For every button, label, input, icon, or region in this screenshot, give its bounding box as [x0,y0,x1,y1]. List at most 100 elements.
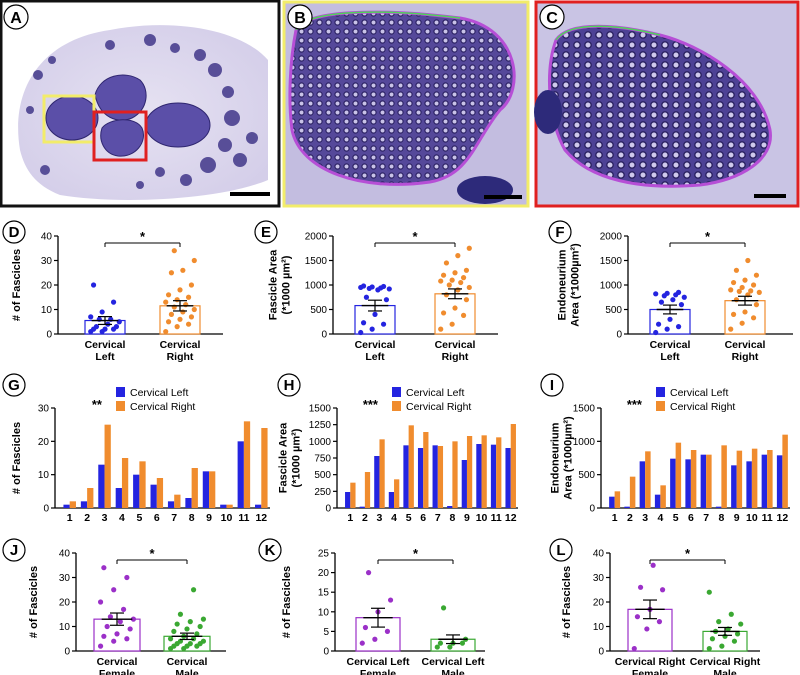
data-point-right [443,292,450,298]
bar-left [133,474,140,508]
category-label: 11 [491,512,502,524]
data-point-right [460,275,467,281]
data-point-male [187,619,193,625]
category-label: 8 [189,512,195,524]
panel-letter-a: A [3,4,29,30]
data-point-male [200,638,207,644]
category-label: 3 [377,512,383,524]
data-point-left [653,329,659,336]
bar-left [220,504,227,508]
category-label: 6 [688,512,694,524]
y-tick-label: 0 [64,647,70,658]
panel-letter-text: J [10,542,18,559]
category-label: 2 [627,512,633,524]
data-point-right [177,287,183,293]
y-tick-label: 10 [59,622,71,633]
legend-swatch-left [656,387,665,397]
category-label: Cervical [650,339,691,351]
panel-letter-text: K [265,542,276,559]
bar-left [80,501,88,508]
data-point-right [739,284,745,291]
y-tick-label: 20 [59,598,71,609]
data-point-left [667,316,673,322]
data-point-right [188,314,195,320]
panel-letter-text: I [550,377,554,394]
data-point-female [97,599,104,605]
data-point-right [185,294,192,300]
data-point-right [191,306,197,313]
bar-right [364,472,371,508]
category-label: 2 [362,512,368,524]
panel-letter-d: D [2,220,26,244]
legend-swatch-left [392,387,401,397]
bar-left [202,471,210,508]
bar-right [156,478,164,508]
y-tick-label: 10 [38,470,50,481]
bar-right [736,450,743,508]
y-tick-label: 1000 [573,437,596,448]
category-label: 1 [612,512,618,524]
data-point-right [460,312,467,318]
bar-left [670,458,676,508]
category-label: 6 [420,512,426,524]
bar-left [609,496,615,508]
data-point-right [742,277,748,283]
bar-right [481,435,487,508]
y-axis-label: # of Fascicles [561,566,573,638]
data-point-female [372,636,378,642]
svg-text:B: B [294,10,306,27]
category-label: Cervical [355,339,396,351]
data-point-female [365,570,372,576]
bar-left [432,445,438,508]
y-tick-label: 0 [589,504,595,515]
y-tick-label: 20 [38,437,50,448]
panel-letter-k: K [258,538,282,562]
data-point-right [438,326,444,332]
category-label: Cervical [97,656,138,668]
bar-right [660,485,666,508]
data-point-male [731,638,738,644]
category-label: Cervical [85,339,126,351]
data-point-female [111,638,117,644]
y-axis-label: Area (*1000µm²) [570,243,582,327]
category-label: Female [360,668,396,675]
data-point-male [194,631,200,637]
data-point-male [437,640,444,646]
bar-left [255,504,262,508]
legend-label: Cervical Left [130,387,188,399]
category-label: 8 [718,512,724,524]
significance-marker: ** [92,397,103,412]
panel-letter-circle [549,538,573,562]
data-point-right [753,272,760,278]
y-tick-label: 30 [41,256,53,267]
data-point-female [127,626,133,632]
data-point-right [171,248,177,254]
category-label: 4 [657,512,663,524]
data-point-female [97,643,104,649]
data-point-right [185,321,192,327]
bar-right [69,501,76,508]
y-axis-label: # of Fascicles [28,566,40,638]
y-tick-label: 25 [318,549,330,560]
data-point-right [466,245,472,251]
significance-marker: * [140,229,146,244]
bar-right [139,461,146,508]
category-label: 12 [777,512,789,524]
bar-right [104,424,111,508]
data-point-right [452,270,458,276]
data-point-right [188,282,195,288]
y-tick-label: 30 [38,404,50,415]
category-label: 8 [449,512,455,524]
data-point-right [168,311,175,317]
data-point-right [165,319,172,325]
bar-left [715,506,722,508]
bar-left [761,454,768,508]
micrograph-panel-a [0,0,281,208]
category-label: 3 [102,512,108,524]
category-label: 6 [154,512,160,524]
data-point-right [736,288,742,294]
data-point-female [101,565,107,571]
data-point-male [734,631,741,637]
